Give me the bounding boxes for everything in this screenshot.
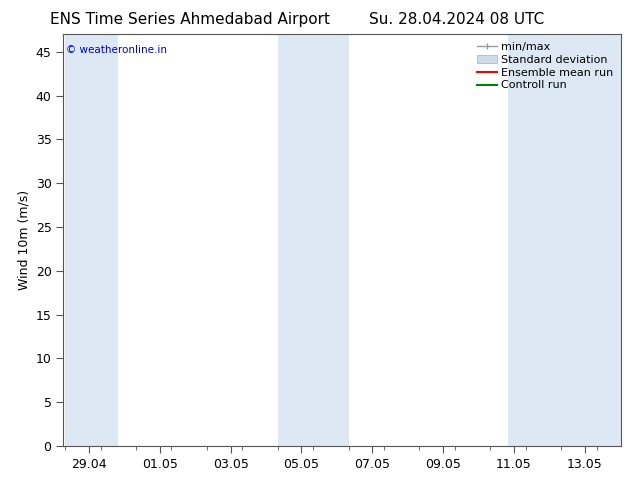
Text: Su. 28.04.2024 08 UTC: Su. 28.04.2024 08 UTC [369, 12, 544, 27]
Bar [65, 34, 119, 446]
Bar [508, 34, 621, 446]
Text: ENS Time Series Ahmedabad Airport: ENS Time Series Ahmedabad Airport [50, 12, 330, 27]
Bar [278, 34, 349, 446]
Y-axis label: Wind 10m (m/s): Wind 10m (m/s) [17, 190, 30, 290]
Text: © weatheronline.in: © weatheronline.in [66, 45, 167, 54]
Legend: min/max, Standard deviation, Ensemble mean run, Controll run: min/max, Standard deviation, Ensemble me… [475, 40, 616, 93]
